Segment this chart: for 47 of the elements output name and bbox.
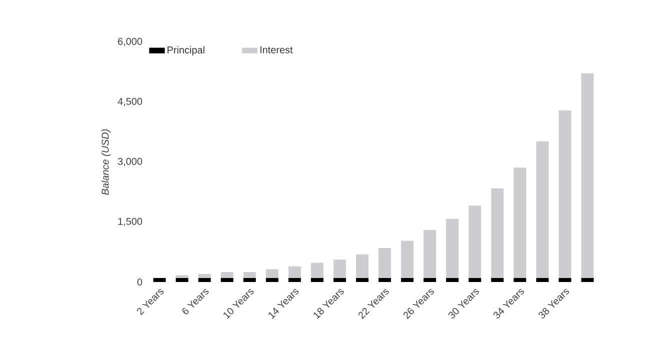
bar [581, 73, 594, 278]
bar [558, 110, 572, 278]
bar [401, 240, 414, 278]
bar [356, 278, 368, 282]
bar [220, 278, 234, 282]
legend-label: Interest [260, 46, 293, 54]
bar [378, 248, 392, 278]
bar [581, 278, 594, 282]
bar [536, 278, 549, 282]
bar [514, 168, 526, 278]
bar [198, 278, 211, 282]
bar [198, 274, 211, 278]
bar [333, 278, 346, 282]
bar [536, 141, 549, 278]
bar [356, 254, 368, 278]
bar [220, 272, 234, 278]
bar [401, 278, 414, 282]
bar [266, 278, 278, 282]
bar [424, 278, 436, 282]
bar [514, 278, 526, 282]
bar [288, 278, 301, 282]
bar [491, 278, 504, 282]
bar [243, 278, 256, 282]
bar [468, 206, 482, 278]
bar [288, 266, 301, 278]
bar [446, 278, 459, 282]
legend-label: Principal [168, 46, 204, 56]
bar [333, 260, 346, 278]
bar [446, 218, 459, 278]
y-tick-label: 4,500 [118, 98, 142, 106]
y-tick-label: 1,500 [118, 218, 142, 226]
bar [558, 278, 572, 282]
bar [424, 230, 436, 278]
bar [243, 272, 256, 278]
bar [176, 278, 188, 282]
y-tick-label: 3,000 [118, 158, 142, 166]
y-tick-label: 0 [137, 278, 142, 286]
bar [310, 278, 324, 282]
bar [468, 278, 482, 282]
bar [491, 188, 504, 278]
bar [153, 278, 166, 282]
bar [378, 278, 392, 282]
y-axis-title: Balance (USD) [101, 129, 111, 195]
bar [266, 269, 278, 278]
bar [310, 262, 324, 278]
bar [176, 275, 188, 278]
y-tick-label: 6,000 [118, 38, 142, 46]
